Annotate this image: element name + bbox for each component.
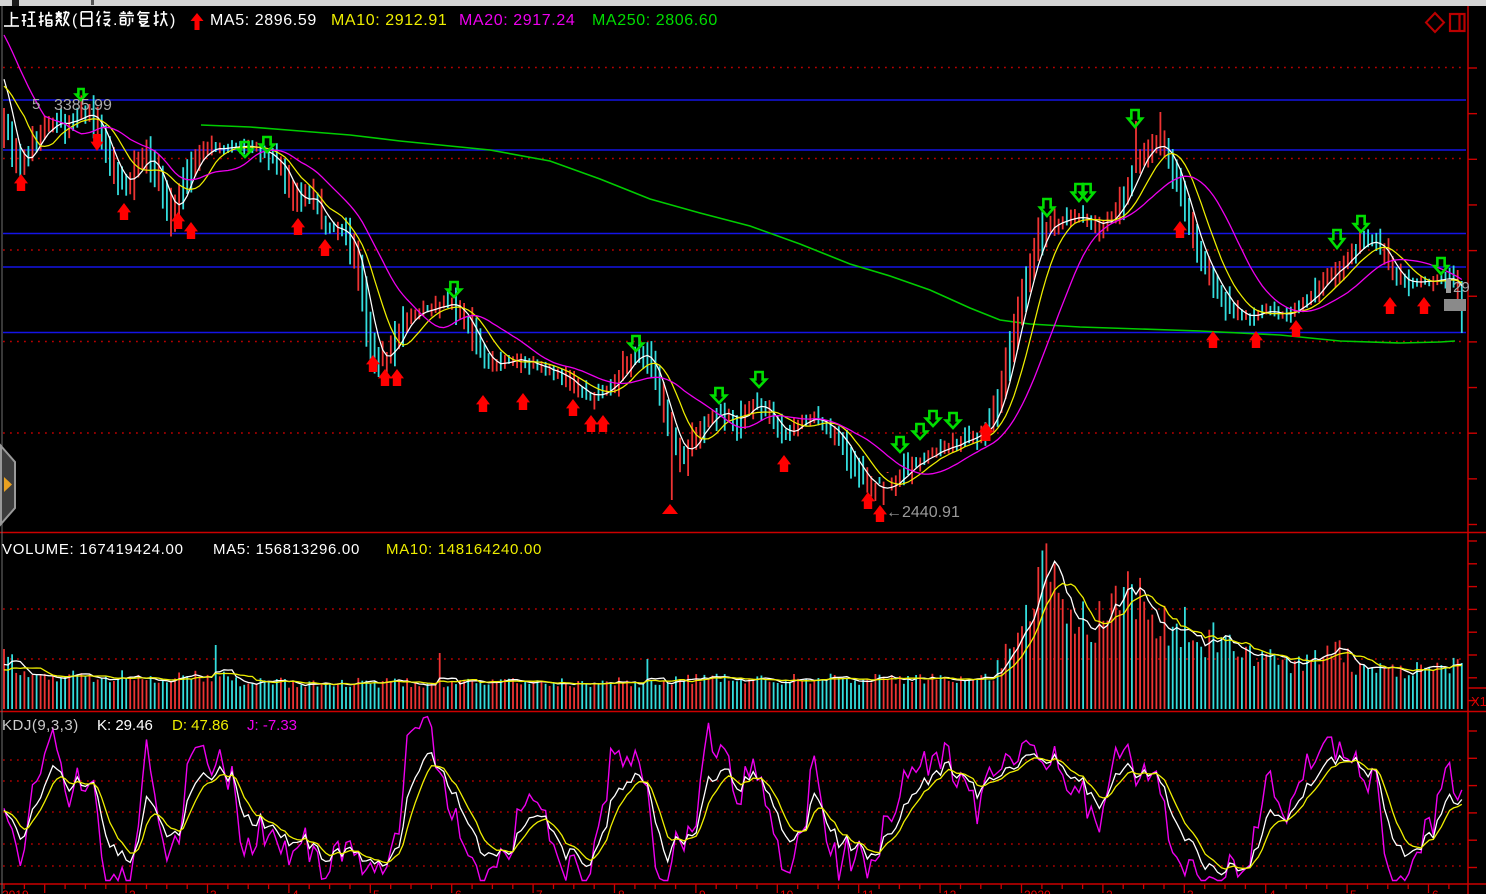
svg-text:K: 29.46: K: 29.46 xyxy=(97,717,153,734)
svg-text:7: 7 xyxy=(536,888,543,894)
svg-text:6: 6 xyxy=(455,888,462,894)
svg-text:.: . xyxy=(113,12,117,29)
svg-text:MA5: 156813296.00: MA5: 156813296.00 xyxy=(213,541,360,558)
svg-text:2: 2 xyxy=(129,888,136,894)
svg-text:4: 4 xyxy=(1269,888,1276,894)
svg-text:): ) xyxy=(170,12,175,29)
svg-text:VOLUME: 167419424.00: VOLUME: 167419424.00 xyxy=(2,541,184,558)
svg-text:9: 9 xyxy=(699,888,706,894)
svg-text:(: ( xyxy=(72,12,78,29)
svg-text:MA5: 2896.59: MA5: 2896.59 xyxy=(210,12,317,29)
svg-text:2: 2 xyxy=(1106,888,1113,894)
svg-text:MA20: 2917.24: MA20: 2917.24 xyxy=(459,12,575,29)
svg-text:MA10: 148164240.00: MA10: 148164240.00 xyxy=(386,541,542,558)
svg-text:5: 5 xyxy=(1350,888,1357,894)
svg-text:3: 3 xyxy=(1187,888,1194,894)
svg-text:10: 10 xyxy=(780,888,794,894)
svg-text:D: 47.86: D: 47.86 xyxy=(172,717,229,734)
svg-text:KDJ(9,3,3): KDJ(9,3,3) xyxy=(2,717,79,734)
svg-text:X1: X1 xyxy=(1471,694,1486,709)
svg-text:4: 4 xyxy=(292,888,299,894)
svg-text:29: 29 xyxy=(1453,279,1470,296)
svg-text:8: 8 xyxy=(618,888,625,894)
svg-text:2020: 2020 xyxy=(1024,888,1051,894)
svg-text:3385.99: 3385.99 xyxy=(54,97,112,114)
svg-text:MA250: 2806.60: MA250: 2806.60 xyxy=(592,12,718,29)
svg-text:J: -7.33: J: -7.33 xyxy=(247,717,297,734)
svg-text:2019: 2019 xyxy=(2,888,29,894)
svg-text:6: 6 xyxy=(1432,888,1439,894)
svg-text:MA10: 2912.91: MA10: 2912.91 xyxy=(331,12,447,29)
svg-text:12: 12 xyxy=(943,888,957,894)
svg-text:←2440.91: ←2440.91 xyxy=(886,504,960,521)
svg-text:11: 11 xyxy=(862,888,875,894)
svg-text:5: 5 xyxy=(373,888,380,894)
svg-text:3: 3 xyxy=(210,888,217,894)
svg-text:5: 5 xyxy=(32,96,40,113)
